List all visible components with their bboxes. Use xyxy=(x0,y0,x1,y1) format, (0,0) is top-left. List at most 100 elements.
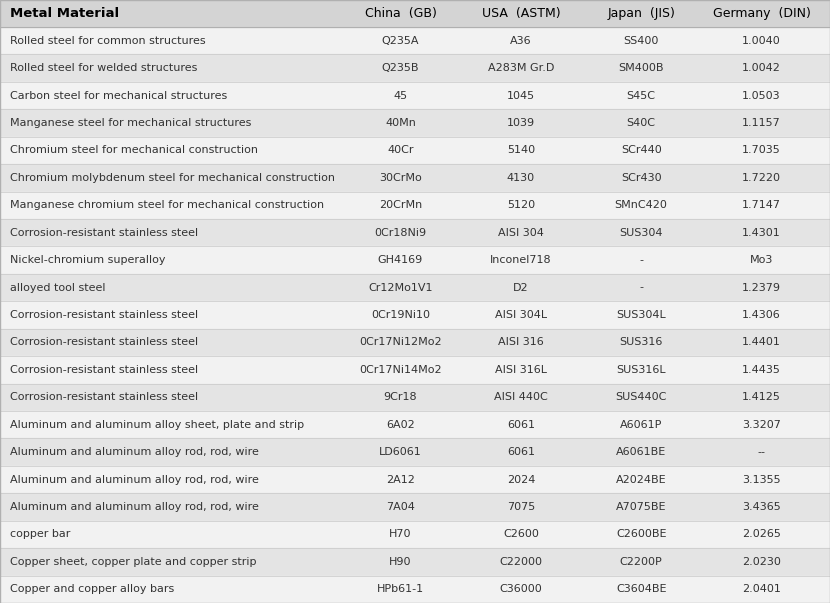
Text: SUS304: SUS304 xyxy=(619,228,663,238)
Text: AISI 316L: AISI 316L xyxy=(495,365,547,375)
Text: SM400B: SM400B xyxy=(618,63,664,73)
Text: Nickel-chromium superalloy: Nickel-chromium superalloy xyxy=(10,255,165,265)
Text: SUS440C: SUS440C xyxy=(616,393,666,402)
Text: 0Cr18Ni9: 0Cr18Ni9 xyxy=(374,228,427,238)
Text: 6061: 6061 xyxy=(507,420,535,430)
Text: 4130: 4130 xyxy=(507,173,535,183)
Bar xyxy=(0,137,830,164)
Text: C36000: C36000 xyxy=(500,584,542,595)
Text: Manganese steel for mechanical structures: Manganese steel for mechanical structure… xyxy=(10,118,251,128)
Text: 7A04: 7A04 xyxy=(386,502,415,512)
Bar xyxy=(0,493,830,521)
Text: Inconel718: Inconel718 xyxy=(490,255,552,265)
Text: SMnC420: SMnC420 xyxy=(615,200,667,210)
Text: HPb61-1: HPb61-1 xyxy=(377,584,424,595)
Text: 1.1157: 1.1157 xyxy=(742,118,781,128)
Text: 1.4306: 1.4306 xyxy=(742,310,781,320)
Text: 1.0503: 1.0503 xyxy=(742,90,781,101)
Text: Aluminum and aluminum alloy sheet, plate and strip: Aluminum and aluminum alloy sheet, plate… xyxy=(10,420,304,430)
Text: -: - xyxy=(639,255,643,265)
Text: 3.3207: 3.3207 xyxy=(742,420,781,430)
Text: China  (GB): China (GB) xyxy=(364,7,437,20)
Text: 1.4125: 1.4125 xyxy=(742,393,781,402)
Text: SS400: SS400 xyxy=(623,36,659,46)
Text: 1039: 1039 xyxy=(507,118,535,128)
Text: 1.0040: 1.0040 xyxy=(742,36,781,46)
Text: 1.4401: 1.4401 xyxy=(742,338,781,347)
Text: SUS316L: SUS316L xyxy=(617,365,666,375)
Text: A283M Gr.D: A283M Gr.D xyxy=(488,63,554,73)
Text: 20CrMn: 20CrMn xyxy=(378,200,422,210)
Text: -: - xyxy=(639,283,643,292)
Text: A36: A36 xyxy=(510,36,532,46)
Bar xyxy=(0,521,830,548)
Text: 1.4301: 1.4301 xyxy=(742,228,781,238)
Text: AISI 304: AISI 304 xyxy=(498,228,544,238)
Text: A7075BE: A7075BE xyxy=(616,502,666,512)
Text: 3.4365: 3.4365 xyxy=(742,502,781,512)
Bar xyxy=(0,82,830,109)
Bar xyxy=(0,302,830,329)
Text: 1045: 1045 xyxy=(507,90,535,101)
Text: USA  (ASTM): USA (ASTM) xyxy=(481,7,560,20)
Bar xyxy=(0,329,830,356)
Text: H70: H70 xyxy=(389,529,412,540)
Text: SCr440: SCr440 xyxy=(621,145,662,156)
Bar xyxy=(0,274,830,302)
Text: Corrosion-resistant stainless steel: Corrosion-resistant stainless steel xyxy=(10,228,198,238)
Bar xyxy=(0,384,830,411)
Bar xyxy=(0,0,830,27)
Text: alloyed tool steel: alloyed tool steel xyxy=(10,283,105,292)
Text: Mo3: Mo3 xyxy=(749,255,774,265)
Text: Rolled steel for common structures: Rolled steel for common structures xyxy=(10,36,206,46)
Text: Copper and copper alloy bars: Copper and copper alloy bars xyxy=(10,584,174,595)
Text: Corrosion-resistant stainless steel: Corrosion-resistant stainless steel xyxy=(10,338,198,347)
Text: 2.0401: 2.0401 xyxy=(742,584,781,595)
Text: S40C: S40C xyxy=(627,118,656,128)
Text: A6061P: A6061P xyxy=(620,420,662,430)
Text: 2.0230: 2.0230 xyxy=(742,557,781,567)
Text: C2600BE: C2600BE xyxy=(616,529,666,540)
Text: 0Cr17Ni12Mo2: 0Cr17Ni12Mo2 xyxy=(359,338,442,347)
Text: 1.7147: 1.7147 xyxy=(742,200,781,210)
Text: AISI 440C: AISI 440C xyxy=(494,393,548,402)
Text: Corrosion-resistant stainless steel: Corrosion-resistant stainless steel xyxy=(10,393,198,402)
Text: Aluminum and aluminum alloy rod, rod, wire: Aluminum and aluminum alloy rod, rod, wi… xyxy=(10,502,259,512)
Bar xyxy=(0,466,830,493)
Text: 1.0042: 1.0042 xyxy=(742,63,781,73)
Text: 3.1355: 3.1355 xyxy=(742,475,781,485)
Bar xyxy=(0,576,830,603)
Bar xyxy=(0,438,830,466)
Text: 1.4435: 1.4435 xyxy=(742,365,781,375)
Text: 9Cr18: 9Cr18 xyxy=(383,393,417,402)
Bar xyxy=(0,192,830,219)
Text: GH4169: GH4169 xyxy=(378,255,423,265)
Text: Aluminum and aluminum alloy rod, rod, wire: Aluminum and aluminum alloy rod, rod, wi… xyxy=(10,447,259,457)
Text: 2A12: 2A12 xyxy=(386,475,415,485)
Text: C3604BE: C3604BE xyxy=(616,584,666,595)
Bar xyxy=(0,27,830,54)
Text: 1.2379: 1.2379 xyxy=(742,283,781,292)
Text: AISI 304L: AISI 304L xyxy=(495,310,547,320)
Text: 2024: 2024 xyxy=(506,475,535,485)
Text: S45C: S45C xyxy=(627,90,656,101)
Text: Carbon steel for mechanical structures: Carbon steel for mechanical structures xyxy=(10,90,227,101)
Text: --: -- xyxy=(758,447,765,457)
Bar xyxy=(0,247,830,274)
Text: Germany  (DIN): Germany (DIN) xyxy=(713,7,810,20)
Text: 6A02: 6A02 xyxy=(386,420,415,430)
Text: C2200P: C2200P xyxy=(620,557,662,567)
Bar xyxy=(0,164,830,192)
Text: 6061: 6061 xyxy=(507,447,535,457)
Text: Corrosion-resistant stainless steel: Corrosion-resistant stainless steel xyxy=(10,365,198,375)
Bar xyxy=(0,548,830,576)
Text: 1.7220: 1.7220 xyxy=(742,173,781,183)
Text: 2.0265: 2.0265 xyxy=(742,529,781,540)
Text: Q235A: Q235A xyxy=(382,36,419,46)
Text: H90: H90 xyxy=(389,557,412,567)
Text: 5140: 5140 xyxy=(507,145,535,156)
Text: A2024BE: A2024BE xyxy=(616,475,666,485)
Text: Metal Material: Metal Material xyxy=(10,7,119,20)
Text: copper bar: copper bar xyxy=(10,529,71,540)
Text: AISI 316: AISI 316 xyxy=(498,338,544,347)
